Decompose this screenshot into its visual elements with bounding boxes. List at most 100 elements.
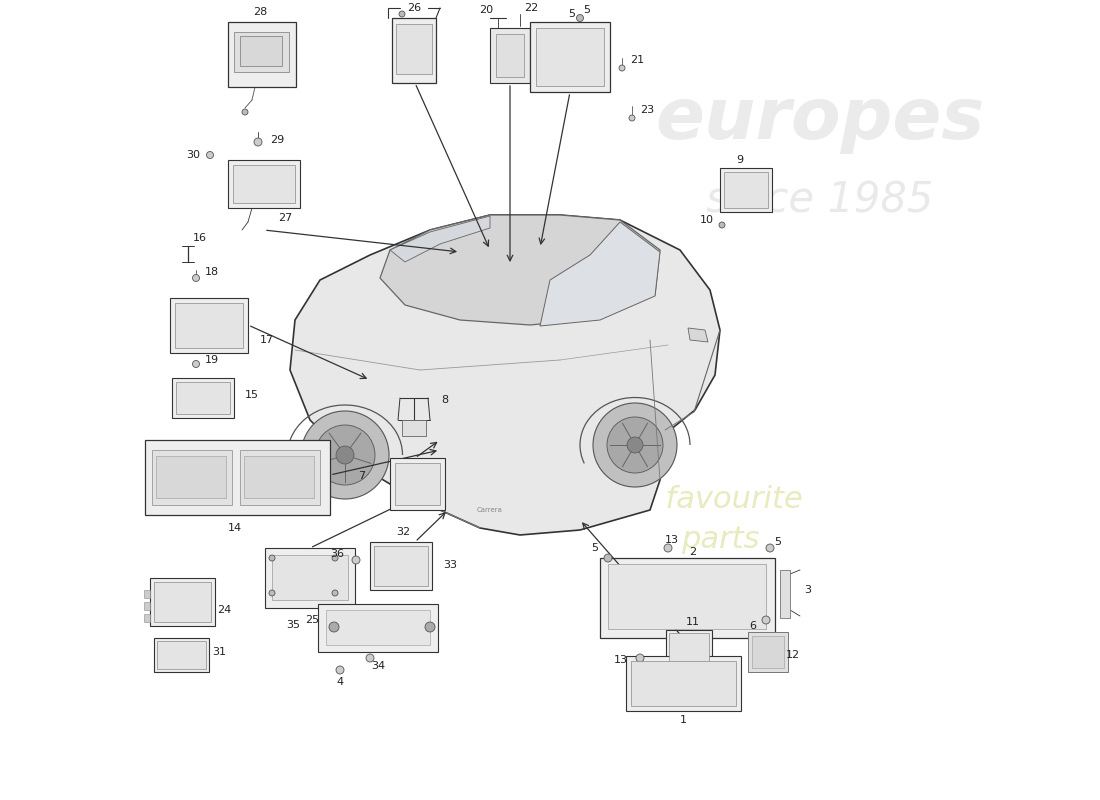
Bar bbox=[175, 303, 243, 348]
Text: 34: 34 bbox=[371, 661, 385, 671]
Text: 2: 2 bbox=[690, 547, 696, 557]
Text: 33: 33 bbox=[443, 560, 456, 570]
Text: 32: 32 bbox=[396, 527, 410, 537]
Circle shape bbox=[607, 417, 663, 473]
Text: 6: 6 bbox=[749, 621, 756, 631]
Text: 27: 27 bbox=[278, 213, 293, 223]
Polygon shape bbox=[379, 215, 660, 325]
Bar bbox=[154, 582, 211, 622]
Circle shape bbox=[332, 555, 338, 561]
Circle shape bbox=[399, 11, 405, 17]
Bar bbox=[490, 28, 530, 83]
Text: 5: 5 bbox=[583, 5, 591, 15]
Polygon shape bbox=[390, 216, 490, 262]
Text: 25: 25 bbox=[305, 615, 319, 625]
Bar bbox=[318, 604, 438, 652]
Circle shape bbox=[270, 590, 275, 596]
Text: 16: 16 bbox=[192, 233, 207, 243]
Text: 5: 5 bbox=[774, 537, 781, 547]
Bar bbox=[669, 633, 710, 662]
Text: 8: 8 bbox=[441, 395, 449, 405]
Bar bbox=[752, 636, 784, 668]
Text: 15: 15 bbox=[245, 390, 258, 400]
Bar bbox=[396, 24, 432, 74]
Text: 30: 30 bbox=[186, 150, 200, 160]
Circle shape bbox=[332, 590, 338, 596]
Bar bbox=[170, 298, 248, 353]
Circle shape bbox=[762, 616, 770, 624]
Bar bbox=[154, 638, 209, 672]
Text: 13: 13 bbox=[614, 655, 628, 665]
Circle shape bbox=[270, 555, 275, 561]
Circle shape bbox=[315, 425, 375, 485]
Bar bbox=[631, 661, 736, 706]
Polygon shape bbox=[290, 215, 720, 535]
Circle shape bbox=[192, 274, 199, 282]
Text: a favourite: a favourite bbox=[637, 486, 803, 514]
Bar bbox=[234, 32, 289, 72]
Bar bbox=[152, 450, 232, 505]
Bar bbox=[326, 610, 430, 645]
Text: 13: 13 bbox=[666, 535, 679, 545]
Circle shape bbox=[192, 361, 199, 367]
Circle shape bbox=[636, 654, 644, 662]
Circle shape bbox=[576, 14, 583, 22]
Circle shape bbox=[254, 138, 262, 146]
Text: 11: 11 bbox=[686, 617, 700, 627]
Text: 31: 31 bbox=[212, 647, 226, 657]
Polygon shape bbox=[540, 222, 660, 326]
Bar bbox=[240, 450, 320, 505]
Circle shape bbox=[627, 437, 644, 453]
Bar bbox=[240, 36, 282, 66]
Text: 26: 26 bbox=[407, 3, 421, 13]
Bar bbox=[608, 564, 766, 629]
Text: 21: 21 bbox=[630, 55, 645, 65]
Bar bbox=[390, 458, 446, 510]
Text: since 1985: since 1985 bbox=[706, 179, 934, 221]
Text: 36: 36 bbox=[330, 549, 344, 559]
Text: parts: parts bbox=[681, 526, 759, 554]
Bar bbox=[392, 18, 436, 83]
Circle shape bbox=[425, 622, 435, 632]
Bar bbox=[600, 558, 775, 638]
Circle shape bbox=[207, 151, 213, 158]
Bar bbox=[536, 28, 604, 86]
Circle shape bbox=[604, 554, 612, 562]
Bar bbox=[244, 456, 314, 498]
Circle shape bbox=[336, 666, 344, 674]
Bar bbox=[272, 555, 348, 600]
Text: 5: 5 bbox=[569, 9, 575, 19]
Bar bbox=[265, 548, 355, 608]
Bar bbox=[150, 578, 214, 626]
Text: 18: 18 bbox=[205, 267, 219, 277]
Bar bbox=[724, 172, 768, 208]
Bar bbox=[395, 463, 440, 505]
Circle shape bbox=[593, 403, 676, 487]
Circle shape bbox=[629, 115, 635, 121]
Text: 22: 22 bbox=[524, 3, 538, 13]
Text: 4: 4 bbox=[337, 677, 343, 687]
Bar bbox=[233, 165, 295, 203]
Bar bbox=[496, 34, 524, 77]
Text: 20: 20 bbox=[478, 5, 493, 15]
Text: 1: 1 bbox=[680, 715, 686, 725]
Bar bbox=[228, 160, 300, 208]
Text: europes: europes bbox=[656, 86, 984, 154]
Bar bbox=[402, 420, 426, 436]
Bar bbox=[666, 630, 712, 665]
Text: 12: 12 bbox=[786, 650, 800, 660]
Text: 35: 35 bbox=[286, 620, 300, 630]
Bar bbox=[144, 602, 150, 610]
Bar bbox=[172, 378, 234, 418]
Circle shape bbox=[619, 65, 625, 71]
Circle shape bbox=[242, 109, 248, 115]
Bar bbox=[780, 570, 790, 618]
Bar bbox=[374, 546, 428, 586]
Text: Carrera: Carrera bbox=[477, 507, 503, 513]
Circle shape bbox=[352, 556, 360, 564]
Text: 19: 19 bbox=[205, 355, 219, 365]
Bar bbox=[176, 382, 230, 414]
Bar bbox=[144, 590, 150, 598]
Text: 29: 29 bbox=[270, 135, 284, 145]
Text: 7: 7 bbox=[358, 471, 365, 481]
